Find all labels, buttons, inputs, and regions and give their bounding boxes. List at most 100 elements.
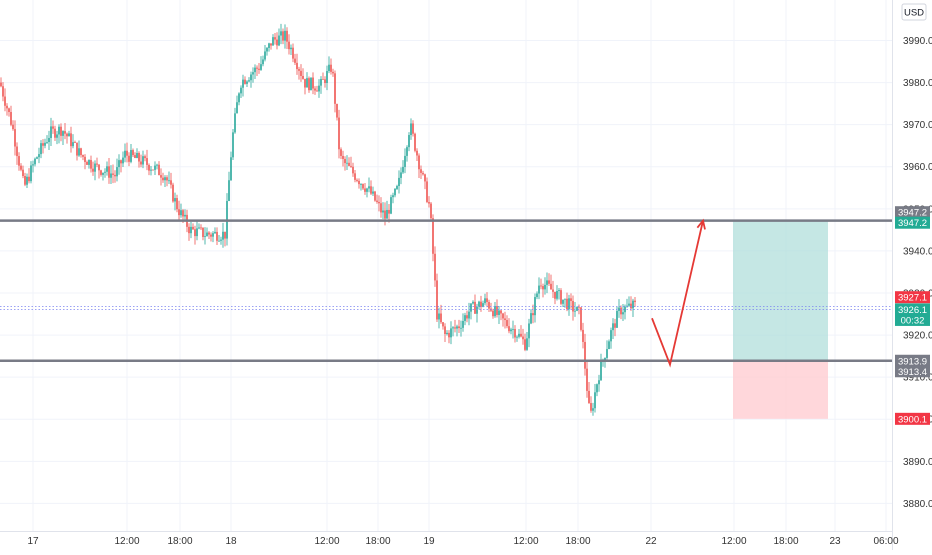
candle-body [142,156,144,165]
candle-body [458,326,460,329]
candle-body [544,284,546,290]
candle-body [132,150,134,156]
candle-body [394,188,396,196]
candle-body [110,173,112,178]
candle-body [140,161,142,165]
candle-body [70,133,72,147]
candle-body [72,142,74,147]
candle-body [276,39,278,46]
candle-body [104,171,106,173]
candle-body [64,131,66,134]
candle-body [404,155,406,167]
candle-body [138,152,140,162]
candle-body [48,137,50,143]
candle-body [340,149,342,156]
candle-body [350,165,352,167]
candle-body [22,169,24,176]
price-badge [895,303,930,316]
candle-body [114,174,116,177]
candle-body [136,152,138,158]
candle-body [596,384,598,393]
candle-body [318,85,320,92]
candle-body [562,299,564,304]
candle-body [410,123,412,136]
candle-body [526,338,528,350]
currency-button[interactable]: USD [901,3,927,21]
x-tick-label: 19 [423,536,435,547]
candle-body [348,162,350,166]
price-badge [895,291,930,304]
candle-body [434,253,436,281]
candle-body [452,327,454,329]
candle-body [0,82,2,87]
candle-body [58,126,60,135]
candle-body [462,320,464,328]
x-tick-label: 18:00 [773,536,798,547]
candle-body [616,310,618,328]
candle-body [306,78,308,88]
candle-body [214,231,216,234]
candle-body [84,156,86,162]
candle-body [560,290,562,304]
candle-body [210,234,212,237]
candle-body [344,158,346,164]
candle-body [120,160,122,164]
candle-body [326,71,328,84]
candle-body [204,236,206,237]
candle-body [574,310,576,312]
candle-body [514,329,516,338]
candle-body [278,35,280,46]
candle-body [622,312,624,315]
candle-body [430,203,432,219]
candle-body [438,313,440,320]
candle-body [360,184,362,185]
candle-body [378,201,380,204]
candle-body [162,177,164,181]
candle-body [592,408,594,411]
candle-body [188,226,190,234]
candle-body [144,156,146,159]
price-badge-text: 3913.9 [898,356,927,367]
candle-body [224,231,226,239]
candle-body [398,177,400,187]
candle-body [342,155,344,159]
candle-body [238,93,240,103]
candle-body [466,315,468,319]
candle-body [258,68,260,70]
candle-body [442,322,444,327]
candle-body [524,339,526,350]
y-tick-label: 3960.0 [903,162,932,173]
candle-body [530,313,532,324]
candle-body [88,160,90,165]
candle-body [632,300,634,309]
candle-body [548,280,550,284]
candle-body [34,158,36,165]
candle-body [604,357,606,361]
candle-body [108,166,110,178]
y-tick-label: 3970.0 [903,120,932,131]
candle-body [406,147,408,156]
candle-body [454,327,456,329]
candle-body [320,78,322,86]
candle-body [626,305,628,307]
candle-body [54,128,56,138]
x-axis-ticks: 17 12:00 18:00 18 12:00 18:00 19 12:00 18:00 22 12… [27,536,899,547]
candle-body [536,293,538,298]
horizontal-levels[interactable] [0,219,892,363]
candle-body [290,47,292,50]
candle-body [302,75,304,79]
candle-body [608,341,610,350]
price-badge [895,206,930,219]
candle-body [502,313,504,319]
candle-body [100,170,102,175]
candle-body [324,79,326,84]
candle-body [590,403,592,411]
price-badge [895,365,930,378]
candle-body [38,154,40,158]
price-badge [895,216,930,229]
candle-body [420,169,422,173]
